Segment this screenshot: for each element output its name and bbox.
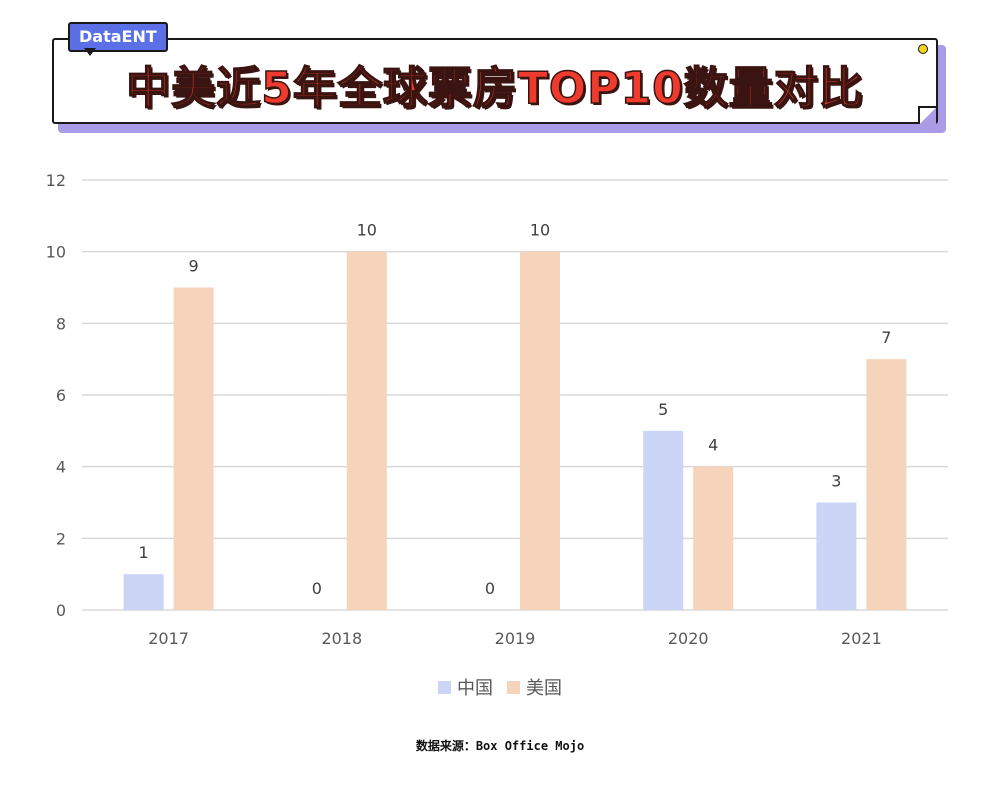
legend-label-china: 中国: [457, 678, 493, 699]
bar-usa: [866, 359, 907, 610]
legend-item-china: 中国: [438, 674, 493, 700]
legend-swatch-usa: [507, 680, 520, 694]
bar-china: [643, 430, 684, 610]
bar-china: [123, 574, 164, 610]
data-label-china: 0: [485, 579, 495, 598]
x-tick-label: 2018: [321, 629, 362, 648]
bar-usa: [346, 251, 387, 610]
brand-tag-tail: [84, 48, 96, 56]
brand-tag: DataENT: [68, 22, 168, 52]
bar-usa: [173, 287, 214, 610]
legend-label-usa: 美国: [526, 678, 562, 699]
source-note: 数据来源：Box Office Mojo: [415, 739, 585, 753]
y-tick-label: 6: [56, 386, 66, 405]
data-label-usa: 9: [189, 257, 199, 276]
bar-china: [816, 502, 857, 610]
chart-title: 中美近5年全球票房TOP10数量对比: [125, 62, 864, 115]
banner-fold-corner: [918, 106, 936, 124]
x-tick-label: 2020: [668, 629, 709, 648]
data-label-china: 1: [139, 543, 149, 562]
data-label-china: 5: [658, 400, 668, 419]
legend: 中国 美国: [0, 674, 1000, 700]
x-tick-label: 2019: [495, 629, 536, 648]
y-tick-label: 0: [56, 601, 66, 620]
data-label-usa: 7: [881, 328, 891, 347]
legend-item-usa: 美国: [507, 674, 562, 700]
data-label-usa: 10: [357, 221, 377, 240]
y-tick-label: 12: [46, 171, 66, 190]
data-label-china: 0: [312, 579, 322, 598]
y-tick-label: 8: [56, 314, 66, 333]
y-tick-label: 2: [56, 529, 66, 548]
bar-usa: [520, 251, 560, 610]
legend-swatch-china: [438, 680, 451, 694]
y-tick-label: 4: [56, 458, 66, 477]
data-label-usa: 10: [530, 221, 550, 240]
data-label-china: 3: [831, 472, 841, 491]
title-banner: 中美近5年全球票房TOP10数量对比: [52, 38, 938, 124]
data-label-usa: 4: [708, 436, 718, 455]
x-tick-label: 2017: [148, 629, 189, 648]
y-tick-label: 10: [46, 243, 66, 262]
x-tick-label: 2021: [841, 629, 882, 648]
banner-dot-icon: [918, 44, 928, 54]
bar-usa: [693, 466, 734, 610]
